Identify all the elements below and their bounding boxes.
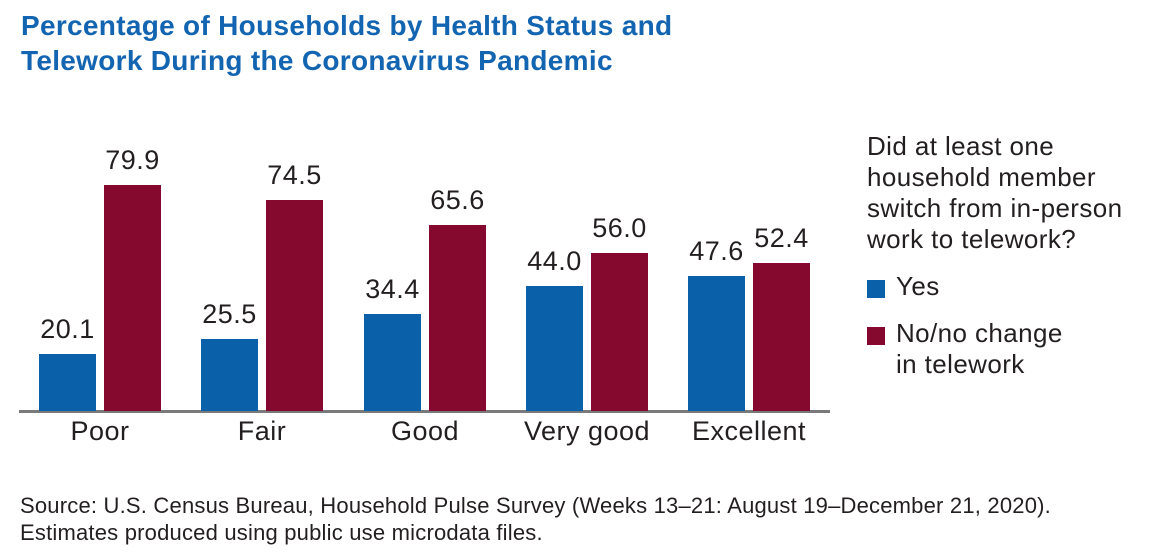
bar-yes-poor [39,354,96,411]
value-label-no-excellent: 52.4 [754,223,809,253]
value-label-yes-poor: 20.1 [40,314,95,344]
bar-no-fair [266,200,323,411]
bar-no-very-good [591,253,648,411]
bar-no-poor [104,185,161,411]
value-label-no-fair: 74.5 [267,160,322,190]
chart-title: Percentage of Households by Health Statu… [21,10,673,76]
value-label-no-poor: 79.9 [105,145,160,175]
bar-yes-excellent [688,276,745,411]
x-axis-line [19,410,830,413]
bar-no-good [429,225,486,411]
bar-yes-good [364,314,421,411]
x-axis-label-good: Good [390,416,460,446]
x-axis-label-poor: Poor [70,416,130,446]
x-axis-label-fair: Fair [237,416,287,446]
bar-no-excellent [753,263,810,411]
source-note: Source: U.S. Census Bureau, Household Pu… [20,493,1051,545]
bar-yes-fair [201,339,258,411]
value-label-yes-excellent: 47.6 [689,236,744,266]
legend-title: Did at least one household member switch… [867,131,1123,254]
legend-swatch-yes-icon [867,280,885,298]
legend-label-yes: Yes [896,271,940,301]
value-label-yes-fair: 25.5 [202,299,257,329]
value-label-no-very-good: 56.0 [592,213,647,243]
bar-yes-very-good [526,286,583,411]
value-label-yes-very-good: 44.0 [527,246,582,276]
value-label-yes-good: 34.4 [365,274,420,304]
legend-swatch-no-icon [867,327,885,345]
legend-label-no: No/no change in telework [896,318,1063,379]
x-axis-label-excellent: Excellent [691,416,807,446]
x-axis-label-very-good: Very good [523,416,651,446]
value-label-no-good: 65.6 [430,185,485,215]
